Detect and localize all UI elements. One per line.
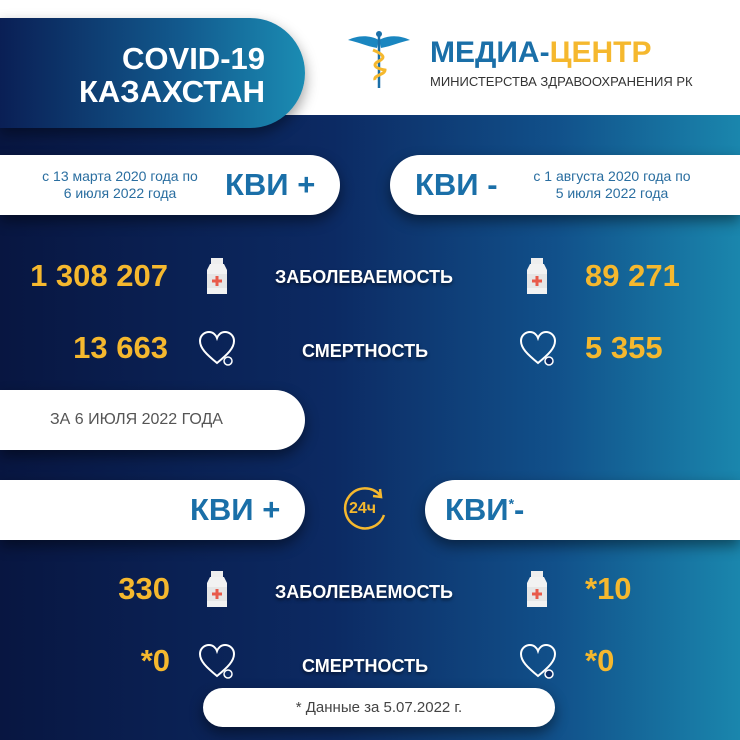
heart-icon: [199, 644, 235, 679]
bottle-icon: [205, 258, 229, 294]
daily-deaths-label: СМЕРТНОСТЬ: [302, 656, 429, 676]
daily-kvi-minus-suffix: -: [514, 492, 525, 527]
period-plus-line2: 6 июля 2022 года: [63, 185, 177, 201]
daily-kvi-minus-asterisk: *: [508, 495, 515, 512]
period-plus-line1: с 13 марта 2020 года по: [42, 168, 198, 184]
cumulative-plus-cases: 1 308 207: [30, 258, 168, 293]
24h-icon: 24ч: [340, 485, 390, 535]
bottle-icon: [525, 571, 549, 607]
daily-cases-label: ЗАБОЛЕВАЕМОСТЬ: [275, 582, 453, 602]
footnote-pill: * Данные за 5.07.2022 г.: [203, 688, 555, 727]
logo-brand: МЕДИА-ЦЕНТР: [430, 36, 652, 70]
deaths-label: СМЕРТНОСТЬ: [302, 341, 429, 361]
logo-brand-part2: ЦЕНТР: [549, 36, 652, 69]
title-banner: COVID-19 КАЗАХСТАН: [0, 18, 305, 128]
daily-minus-pill: КВИ*-: [425, 480, 740, 540]
daily-date-label: ЗА 6 ИЮЛЯ 2022 ГОДА: [50, 411, 223, 428]
daily-plus-cases: 330: [118, 571, 170, 606]
daily-plus-deaths: *0: [140, 643, 170, 678]
title-line2: КАЗАХСТАН: [79, 74, 265, 109]
footnote-text: * Данные за 5.07.2022 г.: [295, 699, 463, 716]
title-line1: COVID-19: [122, 41, 265, 76]
daily-minus-deaths: *0: [585, 643, 615, 678]
heart-icon: [520, 331, 556, 366]
daily-kvi-plus-label: КВИ +: [190, 492, 281, 527]
cumulative-minus-cases: 89 271: [585, 258, 680, 293]
kvi-plus-label: КВИ +: [225, 167, 316, 202]
logo-subtitle: МИНИСТЕРСТВА ЗДРАВООХРАНЕНИЯ РК: [430, 74, 693, 89]
bottle-icon: [525, 258, 549, 294]
cumulative-minus-pill: КВИ - с 1 августа 2020 года по 5 июля 202…: [390, 155, 740, 215]
cumulative-plus-deaths: 13 663: [73, 330, 168, 365]
period-minus-line2: 5 июля 2022 года: [555, 185, 669, 201]
period-minus-line1: с 1 августа 2020 года по: [533, 168, 691, 184]
daily-kvi-minus-label: КВИ: [445, 492, 509, 527]
heart-icon: [199, 331, 235, 366]
daily-minus-cases: *10: [585, 571, 632, 606]
bottle-icon: [205, 571, 229, 607]
cumulative-plus-pill: с 13 марта 2020 года по 6 июля 2022 года …: [0, 155, 340, 215]
daily-plus-pill: КВИ +: [0, 480, 305, 540]
cumulative-minus-deaths: 5 355: [585, 330, 663, 365]
caduceus-icon: [348, 31, 410, 88]
logo-brand-part1: МЕДИА-: [430, 36, 550, 69]
kvi-minus-label: КВИ -: [415, 167, 498, 202]
heart-icon: [520, 644, 556, 679]
24h-icon-text: 24ч: [349, 500, 377, 517]
daily-date-pill: ЗА 6 ИЮЛЯ 2022 ГОДА: [0, 390, 305, 450]
cases-label: ЗАБОЛЕВАЕМОСТЬ: [275, 267, 453, 287]
